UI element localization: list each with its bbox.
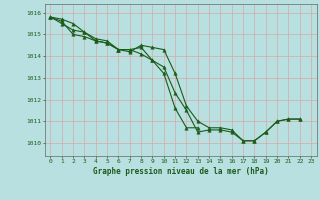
X-axis label: Graphe pression niveau de la mer (hPa): Graphe pression niveau de la mer (hPa) (93, 167, 269, 176)
